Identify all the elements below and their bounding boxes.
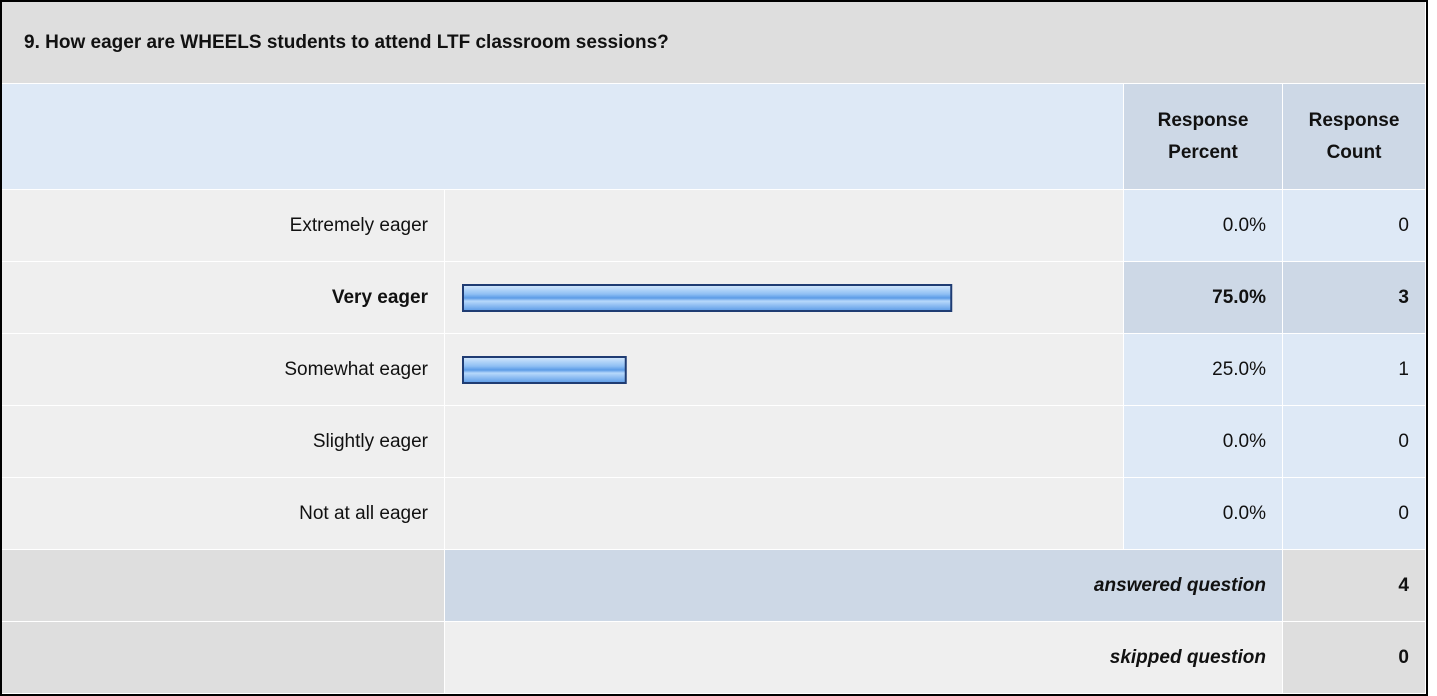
bar-cell <box>445 190 1124 262</box>
footer-blank <box>2 622 445 694</box>
response-percent: 75.0% <box>1124 262 1283 334</box>
response-count: 0 <box>1283 190 1426 262</box>
bar <box>462 284 953 312</box>
bar-area <box>462 356 627 384</box>
footer-blank <box>2 550 445 622</box>
bar-cell <box>445 478 1124 550</box>
response-percent: 0.0% <box>1124 190 1283 262</box>
column-header: Response Percent <box>1124 84 1283 190</box>
answer-label: Very eager <box>2 262 445 334</box>
bar <box>462 356 627 384</box>
bar-area <box>445 406 1124 478</box>
answer-label: Somewhat eager <box>2 334 445 406</box>
question-title: 9. How eager are WHEELS students to atte… <box>2 2 1426 84</box>
bar-area <box>445 190 1124 262</box>
response-count: 1 <box>1283 334 1426 406</box>
answer-label: Extremely eager <box>2 190 445 262</box>
skipped-count: 0 <box>1283 622 1426 694</box>
header-blank <box>2 84 1124 190</box>
bar-area <box>445 478 1124 550</box>
answered-count: 4 <box>1283 550 1426 622</box>
response-count: 3 <box>1283 262 1426 334</box>
response-percent: 0.0% <box>1124 406 1283 478</box>
response-count: 0 <box>1283 478 1426 550</box>
column-header: Response Count <box>1283 84 1426 190</box>
answered-label: answered question <box>445 550 1283 622</box>
bar-cell <box>445 262 1124 334</box>
response-percent: 25.0% <box>1124 334 1283 406</box>
answer-label: Slightly eager <box>2 406 445 478</box>
bar-cell <box>445 406 1124 478</box>
response-count: 0 <box>1283 406 1426 478</box>
response-percent: 0.0% <box>1124 478 1283 550</box>
skipped-label: skipped question <box>445 622 1283 694</box>
bar-cell <box>445 334 1124 406</box>
bar-area <box>462 284 953 312</box>
answer-label: Not at all eager <box>2 478 445 550</box>
